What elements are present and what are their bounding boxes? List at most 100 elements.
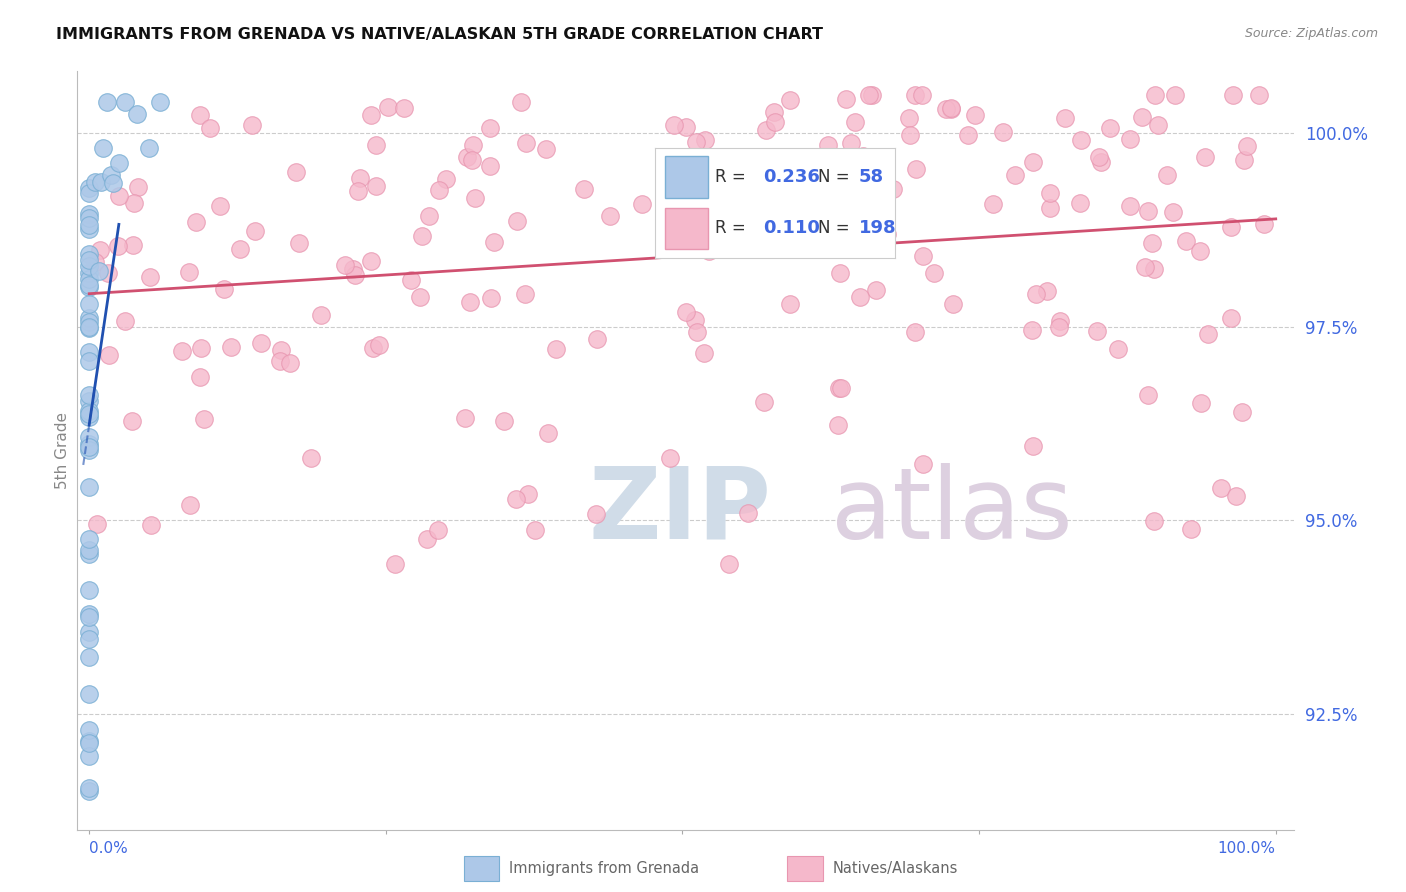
Point: [706, 225, 728, 239]
Point: [1137, 204, 1160, 219]
Point: [114, 95, 136, 110]
Point: [904, 87, 927, 102]
Point: [77, 736, 100, 750]
Point: [384, 557, 406, 571]
Point: [675, 305, 697, 319]
Text: N =: N =: [818, 219, 855, 237]
Point: [1156, 168, 1178, 182]
Point: [1085, 324, 1108, 338]
Point: [77, 440, 100, 454]
Point: [922, 266, 945, 280]
Point: [686, 325, 709, 339]
Point: [844, 114, 866, 128]
Point: [77, 211, 100, 226]
Point: [737, 506, 759, 520]
Point: [363, 341, 385, 355]
Text: 198: 198: [859, 219, 897, 237]
Point: [730, 208, 752, 222]
Point: [509, 95, 531, 110]
Point: [801, 161, 824, 176]
Point: [97, 348, 120, 362]
Point: [411, 229, 433, 244]
Point: [585, 507, 607, 521]
Point: [505, 492, 527, 507]
Point: [245, 224, 267, 238]
Point: [517, 487, 540, 501]
Point: [534, 142, 557, 156]
Point: [77, 344, 100, 359]
Point: [309, 308, 332, 322]
Point: [537, 426, 560, 441]
Point: [882, 181, 904, 195]
Point: [77, 252, 100, 267]
Point: [898, 128, 921, 142]
Point: [481, 291, 503, 305]
Point: [121, 414, 143, 428]
Point: [1135, 260, 1157, 274]
Point: [779, 94, 801, 108]
Point: [139, 518, 162, 533]
Point: [544, 342, 567, 356]
Point: [690, 208, 713, 222]
Point: [77, 222, 100, 236]
Point: [1099, 120, 1122, 135]
Point: [1047, 320, 1070, 334]
Point: [342, 262, 364, 277]
Point: [662, 118, 685, 132]
Point: [409, 290, 432, 304]
Point: [138, 141, 160, 155]
Point: [714, 226, 737, 240]
Point: [939, 103, 962, 117]
Point: [1021, 439, 1043, 453]
Point: [779, 297, 801, 311]
Point: [77, 353, 100, 368]
Text: N =: N =: [818, 168, 855, 186]
Point: [1039, 186, 1062, 201]
Point: [108, 189, 131, 203]
Point: [905, 161, 928, 176]
Point: [77, 310, 100, 325]
Point: [285, 165, 308, 179]
Point: [77, 181, 100, 195]
Point: [172, 343, 194, 358]
Point: [849, 290, 872, 304]
Point: [515, 287, 537, 301]
Point: [77, 582, 100, 597]
Point: [461, 138, 484, 153]
Point: [77, 542, 100, 557]
Point: [1232, 405, 1254, 419]
Point: [1220, 220, 1243, 235]
Point: [912, 457, 935, 471]
Point: [122, 237, 145, 252]
Point: [100, 168, 122, 182]
Point: [77, 607, 100, 621]
Point: [858, 87, 880, 102]
Point: [1070, 133, 1092, 147]
FancyBboxPatch shape: [665, 156, 709, 198]
Point: [1090, 155, 1112, 169]
Point: [77, 429, 100, 443]
Point: [865, 284, 887, 298]
Point: [1209, 482, 1232, 496]
Point: [718, 557, 741, 571]
Point: [179, 499, 201, 513]
Point: [693, 133, 716, 147]
Point: [77, 388, 100, 402]
Point: [416, 532, 439, 546]
Point: [392, 101, 415, 115]
Point: [77, 548, 100, 562]
Point: [1119, 132, 1142, 146]
Point: [574, 182, 596, 196]
Point: [114, 313, 136, 327]
Point: [288, 236, 311, 251]
Point: [492, 414, 515, 428]
Point: [755, 123, 778, 137]
Point: [697, 244, 720, 258]
Point: [911, 249, 934, 263]
Point: [84, 175, 107, 189]
Point: [1247, 87, 1270, 102]
Text: Natives/Alaskans: Natives/Alaskans: [832, 862, 957, 876]
Point: [90, 175, 112, 189]
Point: [458, 294, 481, 309]
Point: [1189, 396, 1212, 410]
